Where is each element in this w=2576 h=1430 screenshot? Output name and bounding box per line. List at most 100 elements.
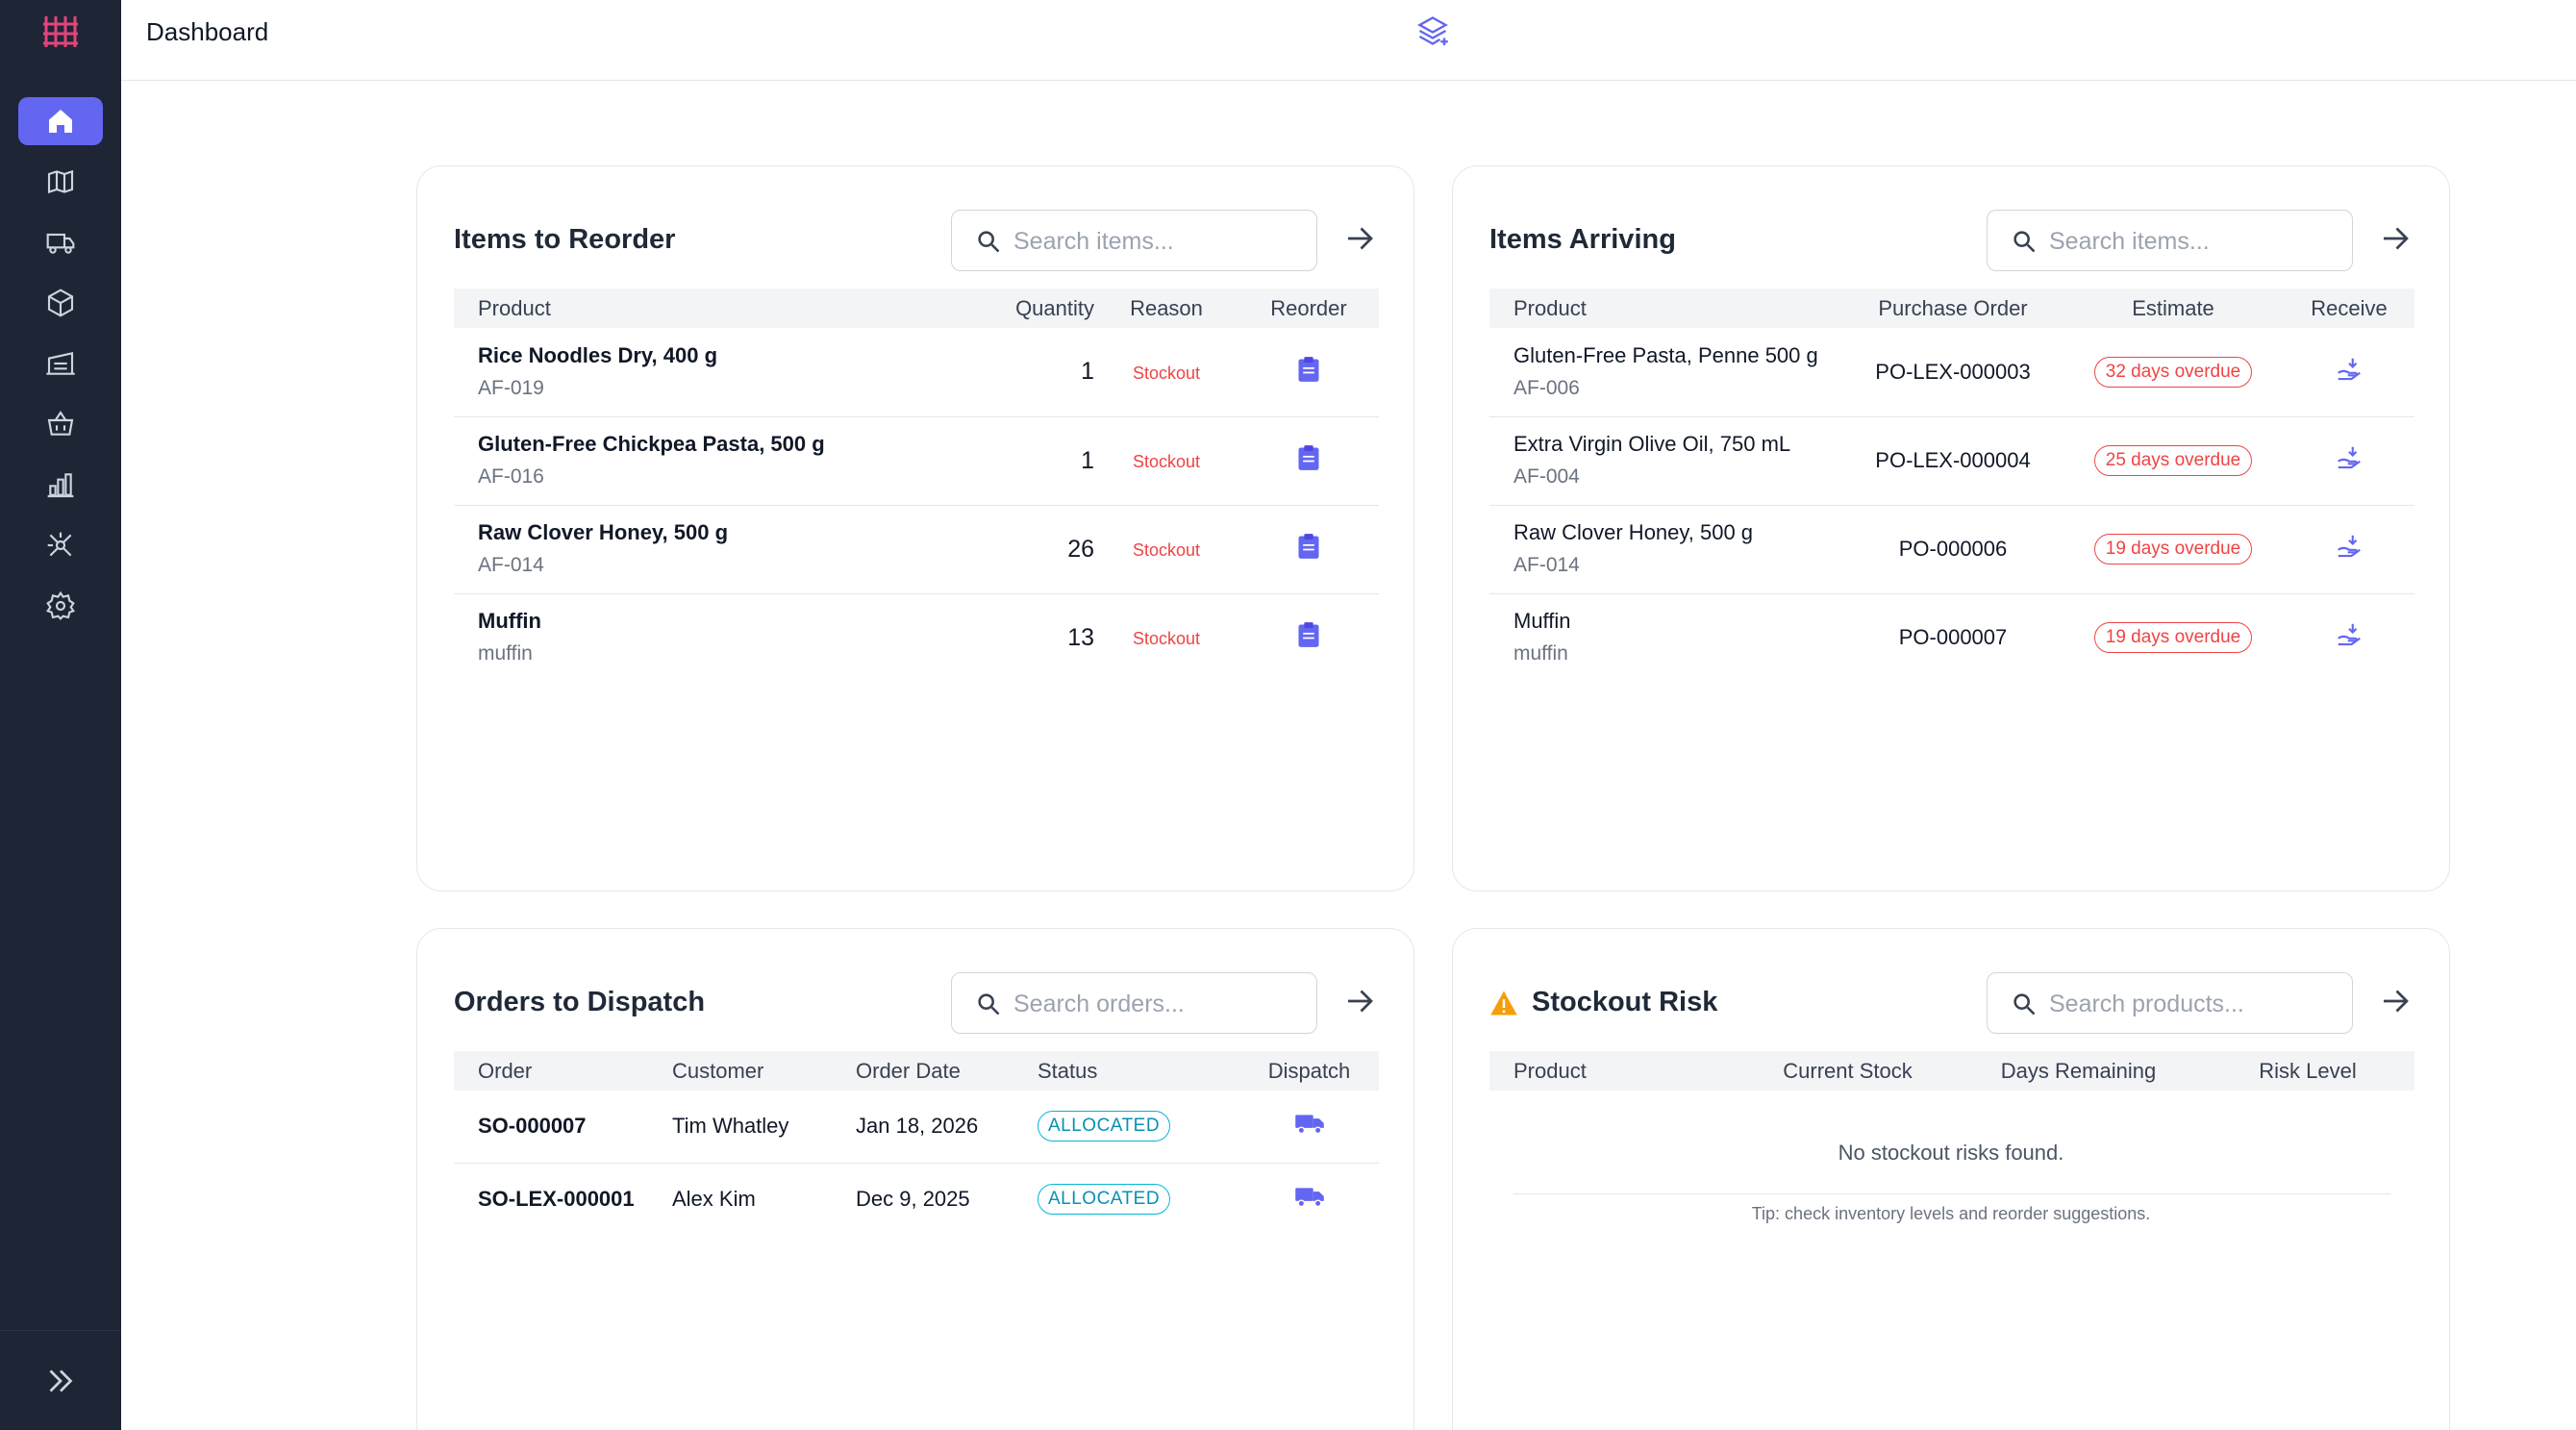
app-logo-icon[interactable] [42, 13, 79, 50]
sidebar-item-map[interactable] [18, 158, 103, 206]
column-header: Current Stock [1783, 1058, 1913, 1083]
arrow-right-icon[interactable] [1342, 984, 1377, 1018]
quantity: 1 [973, 328, 1094, 417]
search-input[interactable] [2049, 220, 2338, 263]
search-input[interactable] [1013, 220, 1302, 263]
card-title: Items to Reorder [454, 224, 676, 255]
status-badge: ALLOCATED [1038, 1183, 1171, 1215]
product-sku: muffin [478, 642, 533, 665]
clipboard-icon[interactable] [1297, 621, 1320, 648]
items-arriving-card: Items Arriving Product Purchase Order Es… [1452, 165, 2450, 891]
receive-icon[interactable] [2335, 532, 2363, 561]
receive-icon[interactable] [2335, 443, 2363, 472]
column-header: Order Date [856, 1058, 961, 1083]
warning-icon [1490, 991, 1517, 1016]
column-header: Quantity [1015, 295, 1094, 320]
clipboard-icon[interactable] [1297, 356, 1320, 383]
table-row: SO-LEX-000001 Alex Kim Dec 9, 2025 ALLOC… [454, 1163, 1379, 1235]
truck-icon[interactable] [1294, 1111, 1325, 1136]
clipboard-icon[interactable] [1297, 444, 1320, 471]
purchase-order: PO-000006 [1843, 505, 2063, 594]
warehouse-icon [46, 352, 75, 375]
arrow-right-icon[interactable] [1342, 221, 1377, 256]
table-row: Rice Noodles Dry, 400 g AF-019 1 Stockout [454, 328, 1379, 417]
product-name: Gluten-Free Pasta, Penne 500 g [1513, 342, 1818, 367]
purchase-order: PO-LEX-000003 [1843, 328, 2063, 417]
estimate-badge: 25 days overdue [2093, 445, 2253, 476]
column-header: Risk Level [2259, 1058, 2357, 1083]
product-sku: AF-014 [1513, 554, 1580, 576]
integrations-icon [47, 532, 72, 557]
sidebar-item-integrations[interactable] [18, 521, 103, 569]
product-sku: AF-019 [478, 376, 544, 399]
reason: Stockout [1132, 540, 1201, 560]
column-header: Order [478, 1058, 533, 1083]
chevrons-right-icon [49, 1369, 73, 1392]
search-input[interactable] [2049, 983, 2338, 1025]
risk-search [1987, 972, 2353, 1034]
sidebar-item-orders[interactable] [18, 400, 103, 448]
order-date: Jan 18, 2026 [856, 1091, 1038, 1164]
column-header: Reason [1130, 295, 1203, 320]
table-row: SO-000007 Tim Whatley Jan 18, 2026 ALLOC… [454, 1091, 1379, 1164]
product-name: Raw Clover Honey, 500 g [478, 520, 729, 544]
empty-state-message: No stockout risks found. [1838, 1141, 2064, 1165]
sidebar-item-reports[interactable] [18, 461, 103, 509]
arrow-right-icon[interactable] [2378, 221, 2413, 256]
reorder-search [951, 210, 1317, 271]
table-header-row: Product Purchase Order Estimate Receive [1489, 289, 2414, 328]
search-icon [2013, 993, 2036, 1016]
items-to-reorder-card: Items to Reorder Product Quantity Reason… [416, 165, 1414, 891]
product-sku: AF-006 [1513, 376, 1580, 399]
reorder-table: Product Quantity Reason Reorder Rice Noo… [454, 289, 1379, 682]
column-header: Customer [672, 1058, 764, 1083]
purchase-order: PO-000007 [1898, 625, 2008, 650]
product-sku: AF-016 [478, 465, 544, 488]
card-title: Stockout Risk [1532, 987, 1718, 1017]
column-header: Reorder [1270, 295, 1347, 320]
risk-table: Product Current Stock Days Remaining Ris… [1489, 1051, 2414, 1091]
sidebar [0, 0, 121, 1430]
column-header: Status [1038, 1058, 1098, 1083]
column-header: Days Remaining [2000, 1058, 2157, 1083]
table-row: Gluten-Free Pasta, Penne 500 g AF-006 PO-… [1489, 328, 2414, 417]
search-icon [978, 231, 1000, 253]
dispatch-table: Order Customer Order Date Status Dispatc… [454, 1051, 1379, 1235]
truck-icon[interactable] [1294, 1184, 1325, 1209]
product-sku: muffin [1513, 642, 1568, 665]
sidebar-item-warehouse[interactable] [18, 339, 103, 388]
sidebar-item-dashboard[interactable] [18, 97, 103, 145]
table-row: Gluten-Free Chickpea Pasta, 500 g AF-016 … [454, 416, 1379, 506]
layers-icon[interactable] [1415, 13, 1450, 48]
reason: Stockout [1132, 363, 1201, 383]
clipboard-icon[interactable] [1297, 533, 1320, 560]
column-header: Receive [2311, 295, 2388, 320]
box-icon [47, 289, 74, 317]
basket-icon [47, 411, 74, 436]
map-icon [47, 169, 74, 194]
product-sku: AF-014 [478, 554, 544, 576]
receive-icon[interactable] [2335, 355, 2363, 384]
customer: Tim Whatley [672, 1091, 856, 1164]
sidebar-expand-button[interactable] [0, 1330, 121, 1430]
table-header-row: Order Customer Order Date Status Dispatc… [454, 1051, 1379, 1091]
product-name: Raw Clover Honey, 500 g [1513, 520, 1754, 544]
sidebar-item-settings[interactable] [18, 582, 103, 630]
search-input[interactable] [1013, 983, 1302, 1025]
estimate-badge: 19 days overdue [2093, 534, 2253, 564]
order-number[interactable]: SO-000007 [454, 1091, 672, 1164]
divider [1513, 1193, 2390, 1194]
order-number[interactable]: SO-LEX-000001 [478, 1186, 635, 1211]
sidebar-item-products[interactable] [18, 279, 103, 327]
table-row: Muffin muffin PO-000007 19 days overdue [1489, 593, 2414, 682]
receive-icon[interactable] [2335, 620, 2363, 649]
gear-icon [46, 590, 75, 620]
arrow-right-icon[interactable] [2378, 984, 2413, 1018]
sidebar-item-shipping[interactable] [18, 218, 103, 266]
card-title: Orders to Dispatch [454, 987, 706, 1017]
product-name: Gluten-Free Chickpea Pasta, 500 g [478, 432, 825, 456]
column-header: Dispatch [1267, 1058, 1351, 1083]
arriving-search [1987, 210, 2353, 271]
quantity: 1 [973, 416, 1094, 506]
search-icon [2013, 231, 2036, 253]
